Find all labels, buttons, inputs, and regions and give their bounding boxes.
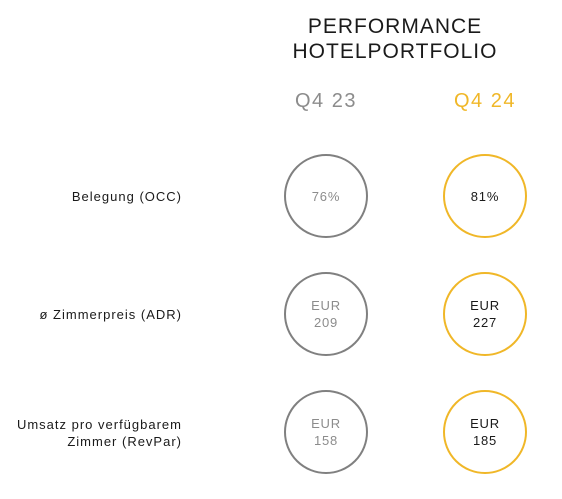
value-circle-adr-q4-23: EUR 209 <box>284 272 368 356</box>
value-circle-revpar-q4-23: EUR 158 <box>284 390 368 474</box>
row-label-occupancy: Belegung (OCC) <box>0 188 182 205</box>
page-title: PERFORMANCE HOTELPORTFOLIO <box>255 14 535 64</box>
value-amount: 185 <box>472 433 498 448</box>
value-circle-adr-q4-24: EUR 227 <box>443 272 527 356</box>
value-amount: 209 <box>313 315 339 330</box>
value-circle-revpar-q4-24: EUR 185 <box>443 390 527 474</box>
value-currency: EUR <box>470 298 500 313</box>
value-currency: EUR <box>470 416 500 431</box>
value-amount: 227 <box>472 315 498 330</box>
value-text: 81% <box>470 188 500 204</box>
row-label-text: Belegung (OCC) <box>71 189 182 204</box>
row-label-adr: ø Zimmerpreis (ADR) <box>0 306 182 323</box>
value-currency: EUR <box>311 298 341 313</box>
title-line-1: PERFORMANCE <box>307 15 483 38</box>
value-currency: EUR <box>311 416 341 431</box>
row-label-text: ø Zimmerpreis (ADR) <box>39 307 182 322</box>
value-circle-occupancy-q4-23: 76% <box>284 154 368 238</box>
title-line-2: HOTELPORTFOLIO <box>292 40 498 63</box>
value-circle-occupancy-q4-24: 81% <box>443 154 527 238</box>
column-header-q4-23: Q4 23 <box>295 90 357 112</box>
value-text: 76% <box>311 188 341 204</box>
row-label-text: Umsatz pro verfügbarem <box>16 417 182 432</box>
row-label-text: Zimmer (RevPar) <box>67 434 182 449</box>
row-label-revpar: Umsatz pro verfügbarem Zimmer (RevPar) <box>0 416 182 450</box>
value-amount: 158 <box>313 433 339 448</box>
column-header-q4-24: Q4 24 <box>454 90 516 112</box>
